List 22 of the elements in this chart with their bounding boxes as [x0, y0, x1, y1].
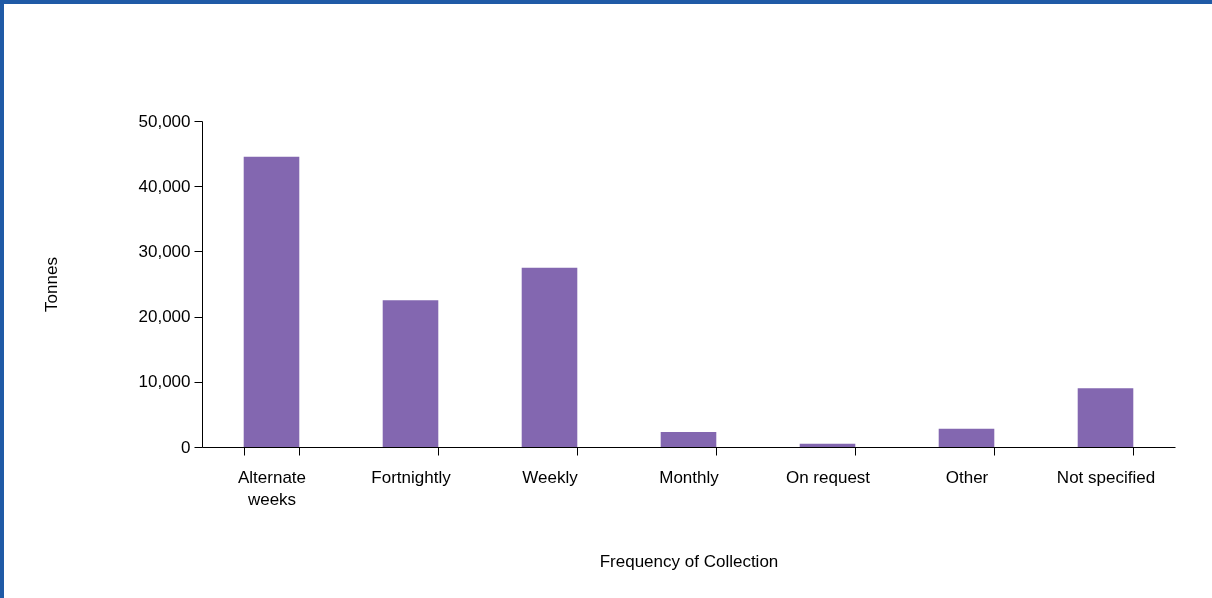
x-tick-label: On request: [785, 467, 871, 487]
x-tick-label: Fortnightly: [371, 467, 452, 487]
y-tick-label: 20,000: [138, 307, 191, 327]
bar: [938, 428, 995, 447]
x-tick-label: Other: [945, 467, 989, 487]
x-tick-label: Monthly: [659, 467, 720, 487]
y-tick-label: 30,000: [138, 241, 191, 261]
y-tick-label: 50,000: [138, 111, 191, 131]
bar: [521, 267, 578, 447]
bar: [799, 443, 856, 447]
x-axis-title: Frequency of Collection: [599, 551, 779, 571]
y-tick-label: 40,000: [138, 176, 191, 196]
y-tick-label: 0: [181, 437, 191, 457]
bar: [382, 300, 439, 447]
x-tick-label: Not specified: [1056, 467, 1156, 487]
x-tick-label: Weekly: [522, 467, 579, 487]
x-tick-label: Alternate weeks: [237, 467, 307, 509]
bar: [1077, 388, 1134, 447]
y-axis-title: Tonnes: [41, 257, 61, 312]
bar: [660, 432, 717, 447]
bar: [243, 156, 300, 447]
y-tick-label: 10,000: [138, 372, 191, 392]
